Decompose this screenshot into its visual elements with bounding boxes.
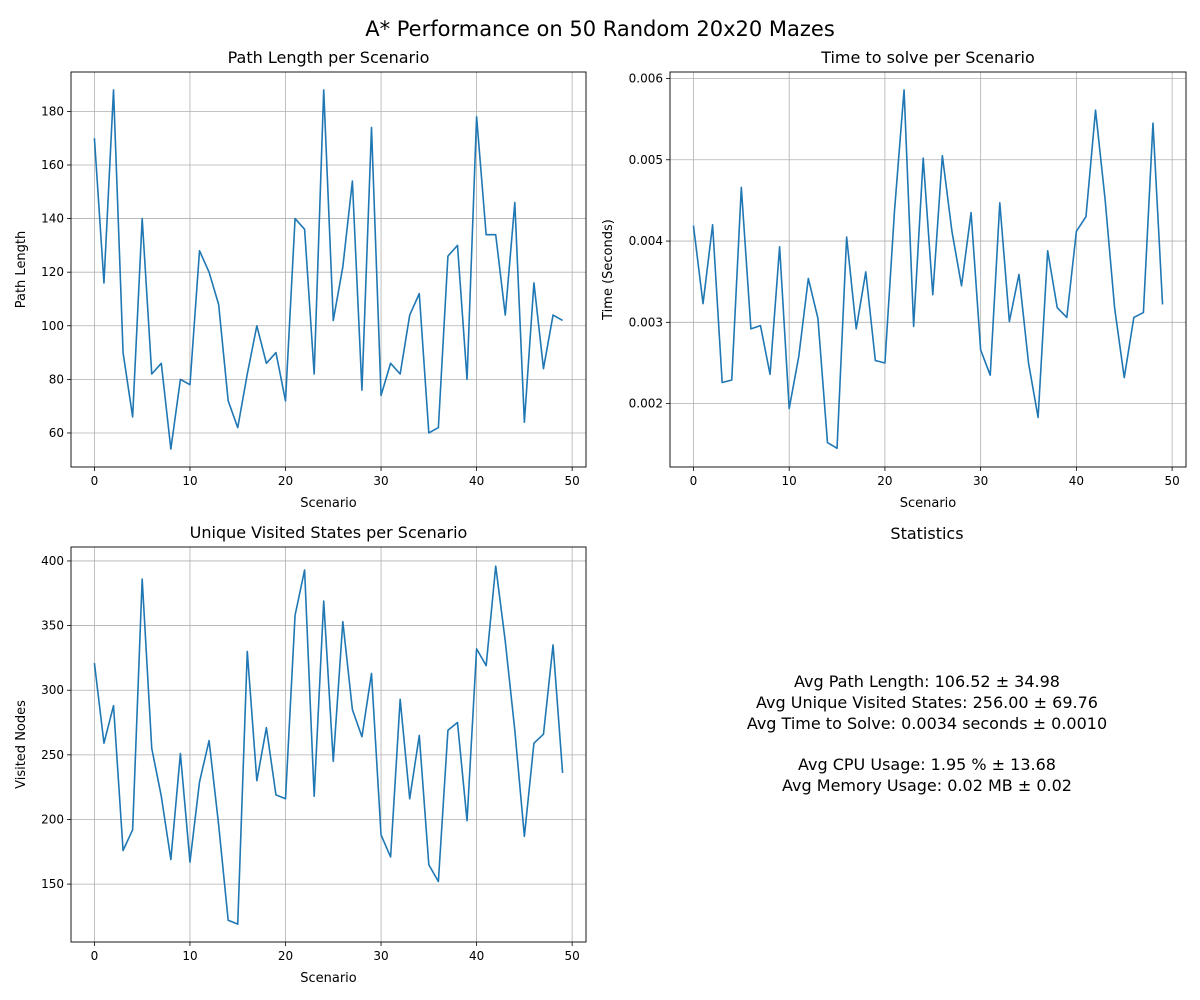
- y-tick-label: 200: [41, 812, 64, 826]
- x-tick-label: 0: [690, 474, 698, 488]
- y-tick-label: 0.006: [629, 72, 663, 86]
- chart-title: Path Length per Scenario: [228, 48, 430, 67]
- x-axis-label: Scenario: [900, 496, 957, 511]
- stat-line: Avg Time to Solve: 0.0034 seconds ± 0.00…: [747, 714, 1107, 733]
- y-tick-label: 0.005: [629, 153, 663, 167]
- x-tick-label: 20: [278, 474, 293, 488]
- x-tick-label: 50: [565, 949, 580, 963]
- y-tick-label: 250: [41, 748, 64, 762]
- y-tick-label: 150: [41, 877, 64, 891]
- axes-frame: [70, 546, 587, 943]
- x-tick-label: 50: [565, 474, 580, 488]
- y-tick-label: 140: [41, 212, 64, 226]
- chart-title: Time to solve per Scenario: [820, 48, 1035, 67]
- x-tick-label: 40: [469, 949, 484, 963]
- x-tick-label: 50: [1164, 474, 1179, 488]
- x-tick-label: 0: [91, 949, 99, 963]
- x-tick-label: 40: [469, 474, 484, 488]
- y-tick-label: 300: [41, 683, 64, 697]
- x-axis-label: Scenario: [300, 971, 357, 986]
- x-tick-label: 30: [373, 474, 388, 488]
- series-line: [93, 565, 564, 925]
- x-tick-label: 20: [278, 949, 293, 963]
- path-length-chart: 0 10 20 30 40 50 60 80 100 120 140 160 180 Path Lengt…: [14, 48, 587, 511]
- y-tick-label: 60: [49, 426, 64, 440]
- y-axis-label: Visited Nodes: [14, 700, 29, 789]
- axes-frame: [669, 71, 1187, 468]
- x-tick-label: 30: [373, 949, 388, 963]
- x-tick-label: 30: [973, 474, 988, 488]
- y-tick-label: 0.004: [629, 234, 663, 248]
- y-tick-label: 350: [41, 619, 64, 633]
- x-tick-label: 10: [182, 949, 197, 963]
- series-line: [93, 89, 563, 450]
- y-tick-label: 0.002: [629, 397, 663, 411]
- visited-states-chart: 0 10 20 30 40 50 150 200 250 300 350 400 Unique Visi…: [14, 523, 587, 986]
- y-tick-label: 0.003: [629, 315, 663, 329]
- x-tick-label: 10: [182, 474, 197, 488]
- y-tick-label: 400: [41, 554, 64, 568]
- stat-line: Avg CPU Usage: 1.95 % ± 13.68: [798, 755, 1056, 774]
- stat-line: Avg Path Length: 106.52 ± 34.98: [794, 672, 1060, 691]
- x-axis-label: Scenario: [300, 496, 357, 511]
- y-tick-label: 80: [49, 372, 64, 386]
- figure-title: A* Performance on 50 Random 20x20 Mazes: [365, 17, 835, 41]
- statistics-panel: Statistics Avg Path Length: 106.52 ± 34.…: [747, 524, 1107, 795]
- y-tick-label: 180: [41, 104, 64, 118]
- axes-frame: [70, 71, 587, 468]
- x-tick-label: 0: [91, 474, 99, 488]
- y-axis-label: Path Length: [14, 231, 29, 309]
- time-to-solve-chart: 0 10 20 30 40 50 0.002 0.003 0.004 0.005 0.006 Time…: [601, 48, 1187, 511]
- y-tick-label: 100: [41, 319, 64, 333]
- statistics-title: Statistics: [890, 524, 963, 543]
- stat-line: Avg Memory Usage: 0.02 MB ± 0.02: [782, 776, 1072, 795]
- chart-title: Unique Visited States per Scenario: [190, 523, 468, 542]
- stat-line: Avg Unique Visited States: 256.00 ± 69.7…: [756, 693, 1098, 712]
- x-tick-label: 10: [782, 474, 797, 488]
- x-tick-label: 40: [1069, 474, 1084, 488]
- y-tick-label: 160: [41, 158, 64, 172]
- series-line: [692, 89, 1164, 450]
- x-tick-label: 20: [877, 474, 892, 488]
- y-tick-label: 120: [41, 265, 64, 279]
- y-axis-label: Time (Seconds): [601, 219, 616, 321]
